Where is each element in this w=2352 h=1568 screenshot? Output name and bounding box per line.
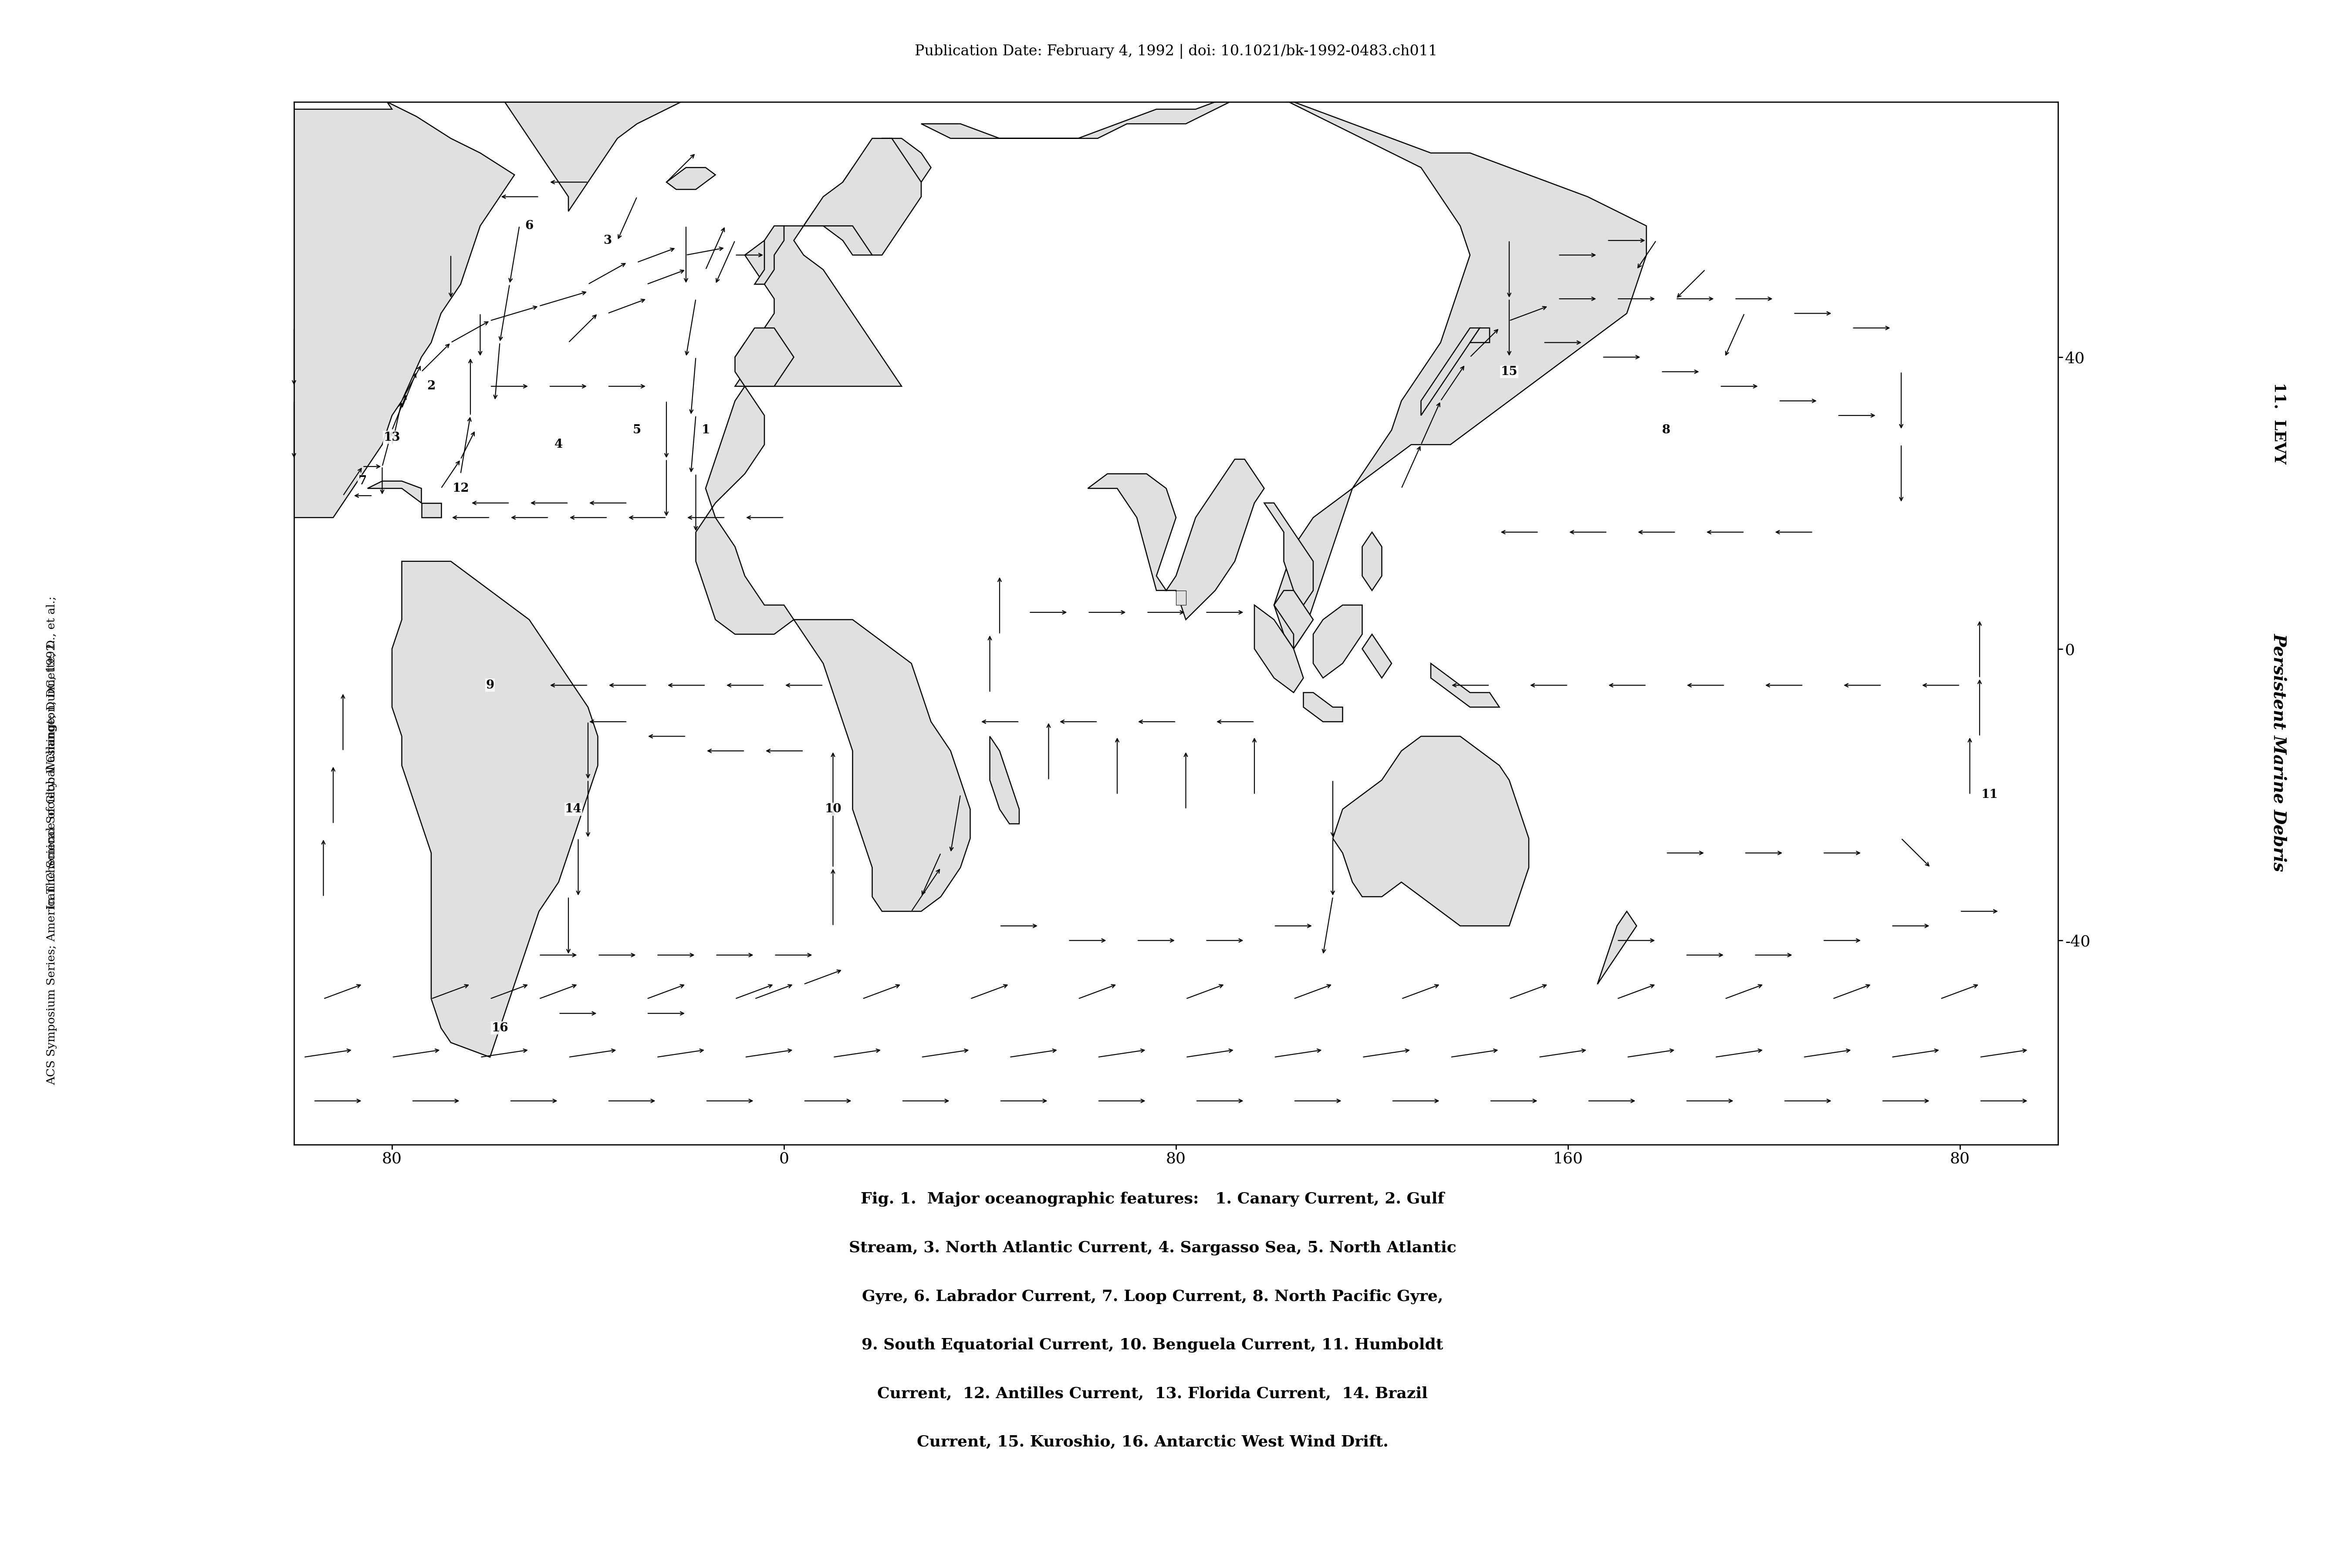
Text: 11.  LEVY: 11. LEVY bbox=[2272, 383, 2286, 464]
Text: ACS Symposium Series; American Chemical Society: Washington, DC, 1992.: ACS Symposium Series; American Chemical … bbox=[47, 640, 56, 1085]
Text: 5: 5 bbox=[633, 425, 642, 436]
Text: 9: 9 bbox=[487, 679, 494, 691]
Text: 3: 3 bbox=[604, 235, 612, 246]
Polygon shape bbox=[804, 138, 922, 256]
Text: 10: 10 bbox=[826, 803, 842, 815]
Polygon shape bbox=[755, 226, 783, 284]
Text: 9. South Equatorial Current, 10. Benguela Current, 11. Humboldt: 9. South Equatorial Current, 10. Benguel… bbox=[861, 1338, 1444, 1353]
Text: Current,  12. Antilles Current,  13. Florida Current,  14. Brazil: Current, 12. Antilles Current, 13. Flori… bbox=[877, 1386, 1428, 1400]
Text: Stream, 3. North Atlantic Current, 4. Sargasso Sea, 5. North Atlantic: Stream, 3. North Atlantic Current, 4. Sa… bbox=[849, 1240, 1456, 1256]
Polygon shape bbox=[1275, 591, 1312, 649]
Polygon shape bbox=[393, 561, 597, 1057]
Polygon shape bbox=[1362, 532, 1383, 591]
Polygon shape bbox=[734, 328, 793, 386]
Polygon shape bbox=[922, 94, 1646, 649]
Text: 1: 1 bbox=[701, 425, 710, 436]
Polygon shape bbox=[1334, 737, 1529, 925]
Polygon shape bbox=[734, 138, 931, 386]
Polygon shape bbox=[0, 102, 515, 517]
Text: 2: 2 bbox=[428, 381, 435, 392]
Text: Current, 15. Kuroshio, 16. Antarctic West Wind Drift.: Current, 15. Kuroshio, 16. Antarctic Wes… bbox=[917, 1435, 1388, 1449]
Polygon shape bbox=[1421, 328, 1479, 416]
Text: Publication Date: February 4, 1992 | doi: 10.1021/bk-1992-0483.ch011: Publication Date: February 4, 1992 | doi… bbox=[915, 44, 1437, 58]
Text: 13: 13 bbox=[383, 431, 400, 444]
Text: Persistent Marine Debris: Persistent Marine Debris bbox=[2270, 633, 2288, 872]
Polygon shape bbox=[499, 44, 706, 212]
Text: 7: 7 bbox=[358, 475, 367, 488]
Polygon shape bbox=[1087, 459, 1265, 619]
Polygon shape bbox=[1312, 605, 1362, 677]
Polygon shape bbox=[1254, 605, 1303, 693]
Text: Gyre, 6. Labrador Current, 7. Loop Current, 8. North Pacific Gyre,: Gyre, 6. Labrador Current, 7. Loop Curre… bbox=[861, 1289, 1444, 1305]
Text: 6: 6 bbox=[524, 220, 534, 232]
Text: 8: 8 bbox=[1663, 425, 1670, 436]
Polygon shape bbox=[1176, 591, 1185, 605]
Polygon shape bbox=[666, 168, 715, 190]
Polygon shape bbox=[696, 386, 969, 911]
Polygon shape bbox=[1265, 503, 1312, 605]
Text: Fig. 1.  Major oceanographic features:   1. Canary Current, 2. Gulf: Fig. 1. Major oceanographic features: 1.… bbox=[861, 1192, 1444, 1207]
Polygon shape bbox=[1362, 633, 1392, 677]
Text: 11: 11 bbox=[1980, 789, 1997, 801]
Polygon shape bbox=[990, 737, 1018, 823]
Polygon shape bbox=[1597, 911, 1637, 985]
Text: 16: 16 bbox=[492, 1022, 508, 1033]
Polygon shape bbox=[1303, 693, 1343, 721]
Text: 12: 12 bbox=[452, 483, 468, 494]
Text: 15: 15 bbox=[1501, 365, 1517, 378]
Polygon shape bbox=[421, 503, 442, 517]
Text: 4: 4 bbox=[555, 439, 562, 450]
Polygon shape bbox=[1470, 328, 1489, 342]
Polygon shape bbox=[1430, 663, 1501, 707]
Text: In The Science of Global Change; Dunnette, D., et al.;: In The Science of Global Change; Dunnett… bbox=[47, 596, 56, 909]
Polygon shape bbox=[367, 481, 421, 503]
Text: 14: 14 bbox=[564, 803, 581, 815]
